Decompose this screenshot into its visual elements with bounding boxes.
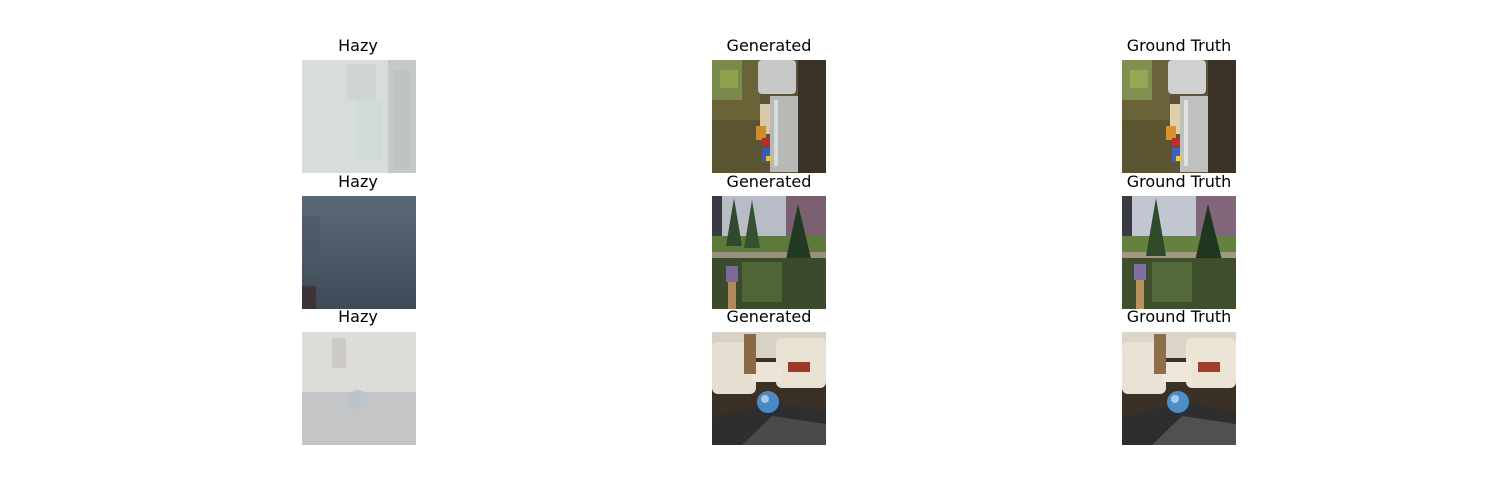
ground-truth-title: Ground Truth xyxy=(1126,307,1232,326)
generated-title: Generated xyxy=(726,307,812,326)
ground-truth-image xyxy=(1122,196,1236,309)
generated-image xyxy=(712,332,826,445)
hazy-title: Hazy xyxy=(338,36,378,55)
ground-truth-title: Ground Truth xyxy=(1126,36,1232,55)
generated-title: Generated xyxy=(726,36,812,55)
ground-truth-image xyxy=(1122,60,1236,173)
generated-title: Generated xyxy=(726,172,812,191)
hazy-image xyxy=(302,196,416,309)
ground-truth-title: Ground Truth xyxy=(1126,172,1232,191)
hazy-title: Hazy xyxy=(338,307,378,326)
hazy-image xyxy=(302,60,416,173)
generated-image xyxy=(712,60,826,173)
hazy-title: Hazy xyxy=(338,172,378,191)
ground-truth-image xyxy=(1122,332,1236,445)
generated-image xyxy=(712,196,826,309)
hazy-image xyxy=(302,332,416,445)
